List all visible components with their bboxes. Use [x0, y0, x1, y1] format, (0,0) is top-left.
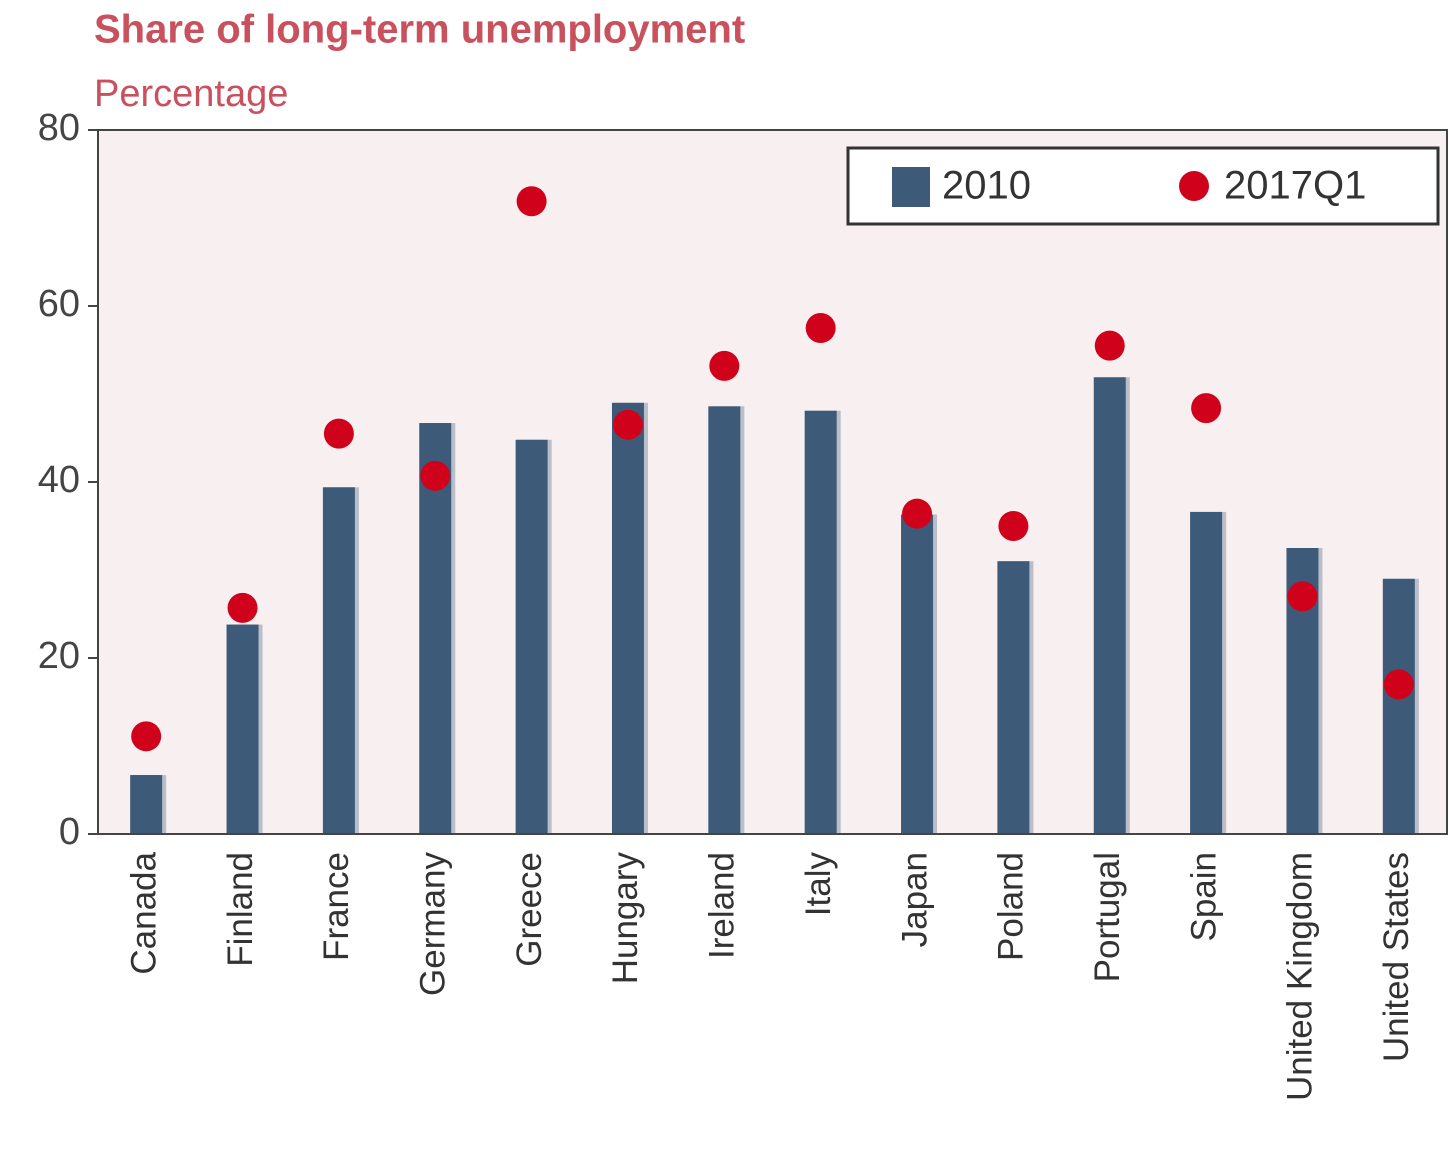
dot: [516, 186, 547, 217]
legend-dot: [1179, 171, 1209, 201]
dot: [902, 498, 933, 529]
x-tick-label: Greece: [510, 852, 549, 967]
dot: [709, 350, 740, 381]
dot: [1383, 669, 1414, 700]
y-tick-label: 40: [38, 459, 80, 501]
x-tick-label: Finland: [221, 852, 260, 967]
dot: [998, 511, 1029, 541]
bar: [322, 487, 355, 834]
legend-swatch: [892, 167, 930, 207]
x-tick-label: Ireland: [703, 852, 742, 959]
y-tick-label: 60: [38, 283, 80, 325]
x-tick-label: Spain: [1184, 852, 1223, 942]
dot: [227, 592, 258, 623]
bar: [708, 406, 741, 834]
x-tick-label: France: [317, 852, 356, 961]
bar: [515, 439, 548, 834]
y-tick-label: 80: [38, 107, 80, 149]
chart-title: Share of long-term unemployment: [94, 8, 745, 52]
x-tick-label: Poland: [992, 852, 1031, 961]
dot: [420, 460, 451, 491]
x-tick-label: United States: [1377, 852, 1416, 1062]
dot: [1191, 393, 1222, 424]
legend-box: [846, 146, 1440, 226]
dot: [323, 418, 354, 449]
bar: [1093, 377, 1126, 834]
legend-label: 2010: [942, 164, 1031, 208]
bar: [997, 561, 1030, 834]
bar: [226, 624, 259, 834]
x-tick-label: Germany: [414, 852, 453, 996]
x-tick-label: United Kingdom: [1281, 852, 1320, 1101]
x-tick-label: Italy: [799, 852, 838, 917]
bar: [611, 402, 644, 834]
y-tick-label: 20: [38, 635, 80, 677]
bar: [419, 423, 452, 834]
x-tick-label: Hungary: [606, 852, 645, 985]
chart-subtitle: Percentage: [94, 73, 288, 115]
legend-label: 2017Q1: [1224, 164, 1366, 208]
x-tick-label: Portugal: [1088, 852, 1127, 982]
dot: [131, 721, 162, 752]
x-tick-label: Canada: [124, 851, 163, 974]
dot: [612, 409, 643, 440]
bar: [1382, 578, 1415, 834]
dot: [1094, 330, 1125, 361]
bar: [130, 775, 163, 834]
dot: [805, 313, 836, 343]
bar: [901, 514, 934, 834]
bar: [804, 410, 837, 834]
dot: [1287, 581, 1318, 612]
bar: [1190, 511, 1223, 834]
x-tick-label: Japan: [895, 852, 934, 947]
plot-area: [97, 129, 1448, 835]
y-tick-label: 0: [59, 811, 80, 853]
